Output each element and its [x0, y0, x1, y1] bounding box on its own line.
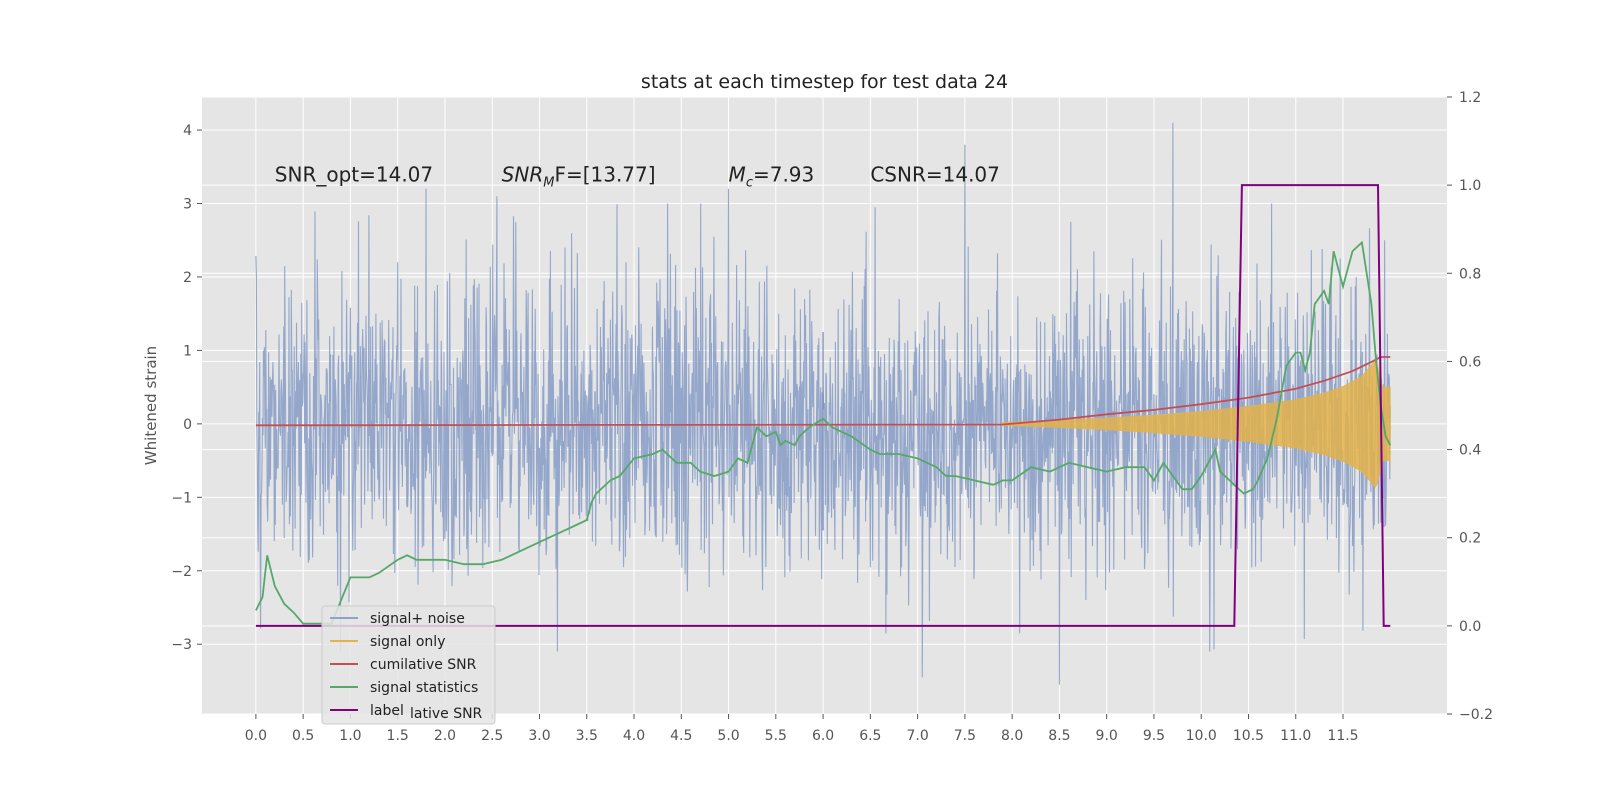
legend-label: label [370, 703, 404, 719]
x-tick-label: 10.5 [1233, 728, 1264, 744]
x-tick-label: 1.5 [387, 728, 409, 744]
x-tick-label: 0.5 [292, 728, 314, 744]
y-tick-label: −1 [171, 490, 192, 506]
y-tick-label: 4 [183, 123, 192, 139]
y2-tick-label: 1.2 [1459, 90, 1481, 106]
x-tick-label: 5.5 [765, 728, 787, 744]
x-tick-label: 5.0 [717, 728, 739, 744]
y2-tick-label: 0.0 [1459, 619, 1481, 635]
x-tick-label: 3.5 [576, 728, 598, 744]
x-tick-label: 11.5 [1327, 728, 1358, 744]
x-tick-label: 4.5 [670, 728, 692, 744]
y2-tick-label: 0.6 [1459, 354, 1481, 370]
x-tick-label: 6.0 [812, 728, 834, 744]
series-signal-only [1002, 359, 1391, 488]
x-tick-label: 8.0 [1001, 728, 1023, 744]
annotations: SNR_opt=14.07 SNRMF=[13.77] Mc=7.93 CSNR=14… [275, 162, 1000, 190]
annotation: Mc=7.93 [729, 162, 815, 190]
x-tick-label: 3.0 [528, 728, 550, 744]
legend-label: signal+ noise [370, 611, 465, 627]
y2-tick-label: 1.0 [1459, 178, 1481, 194]
legend-label: signal statistics [370, 680, 478, 696]
y2-tick-label: −0.2 [1459, 707, 1493, 723]
axis-ticks: 0.0 0.5 1.0 1.5 2.0 2.5 3.0 3.5 4.0 4.5 5.0 5.5 6.0 6… [171, 90, 1493, 744]
x-tick-label: 2.5 [481, 728, 503, 744]
line-signal-statistics [255, 240, 1392, 625]
line-label [255, 184, 1391, 627]
y2-tick-label: 0.2 [1459, 531, 1481, 547]
x-tick-label: 1.0 [339, 728, 361, 744]
x-tick-label: 9.0 [1096, 728, 1118, 744]
legend-label: cumilative SNR [370, 657, 477, 673]
y-tick-label: −2 [171, 564, 192, 580]
legend-ghost-text: lative SNR [410, 706, 483, 722]
y-tick-label: 1 [183, 343, 192, 359]
x-tick-label: 11.0 [1280, 728, 1311, 744]
x-tick-label: 9.5 [1143, 728, 1165, 744]
legend: lative SNR signal+ noise signal only cumila… [321, 605, 496, 725]
series-lines [255, 184, 1392, 627]
y-tick-label: 0 [183, 417, 192, 433]
signal-only-fill [1002, 359, 1391, 488]
x-tick-label: 4.0 [623, 728, 645, 744]
y-axis-label: Whitened strain [142, 346, 160, 465]
x-tick-label: 2.0 [434, 728, 456, 744]
annotation: CSNR=14.07 [870, 162, 1000, 186]
chart-title: stats at each timestep for test data 24 [641, 71, 1008, 93]
annotation: SNR_opt=14.07 [275, 162, 433, 186]
x-tick-label: 10.0 [1186, 728, 1217, 744]
y2-tick-label: 0.8 [1459, 266, 1481, 282]
x-tick-label: 8.5 [1048, 728, 1070, 744]
y2-tick-label: 0.4 [1459, 443, 1481, 459]
y-tick-label: 3 [183, 197, 192, 213]
x-tick-label: 7.5 [954, 728, 976, 744]
x-tick-label: 6.5 [859, 728, 881, 744]
legend-label: signal only [370, 634, 445, 650]
annotation: SNRMF=[13.77] [502, 162, 656, 190]
x-tick-label: 0.0 [245, 728, 267, 744]
y-tick-label: −3 [171, 637, 192, 653]
y-tick-label: 2 [183, 270, 192, 286]
line-cumilative-snr [255, 356, 1391, 427]
legend-box [321, 605, 496, 725]
x-tick-label: 7.0 [906, 728, 928, 744]
